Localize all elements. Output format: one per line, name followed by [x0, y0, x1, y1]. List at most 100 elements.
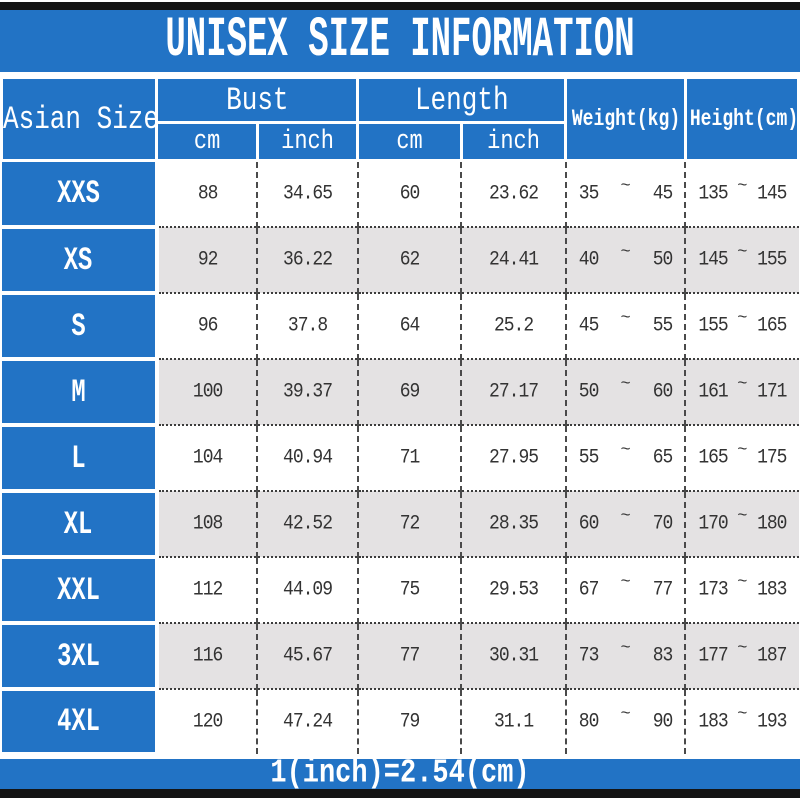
tilde-glyph: ~ — [620, 176, 631, 196]
height-range-cell: 173 ~183 — [684, 556, 799, 623]
tilde-glyph: ~ — [737, 374, 748, 394]
length-cm-cell: 69 — [356, 358, 462, 425]
weight-range-cell: 45 ~55 — [564, 292, 686, 359]
bust-inch-cell: 36.22 — [256, 226, 358, 293]
conversion-note-band: 1(inch)=2.54(cm) — [0, 755, 800, 793]
tilde-glyph: ~ — [737, 704, 748, 724]
header-weight: Weight(kg) — [564, 76, 687, 162]
length-inch-cell: 25.2 — [460, 292, 566, 359]
tilde-glyph: ~ — [737, 308, 748, 328]
tilde-glyph: ~ — [737, 638, 748, 658]
header-bust-cm: cm — [155, 121, 259, 162]
size-cell: 3XL — [1, 621, 159, 691]
header-row-units: cm inch cm inch — [2, 121, 799, 162]
size-cell: M — [1, 357, 159, 427]
tilde-glyph: ~ — [620, 572, 631, 592]
length-cm-cell: 62 — [356, 226, 462, 293]
length-cm-cell: 64 — [356, 292, 462, 359]
length-inch-cell: 23.62 — [460, 160, 566, 227]
bust-cm-cell: 116 — [156, 622, 258, 689]
size-table: Asian Size Bust Length Weight(kg) Height… — [0, 76, 800, 756]
tilde-glyph: ~ — [620, 308, 631, 328]
length-cm-cell: 77 — [356, 622, 462, 689]
bust-cm-cell: 120 — [156, 688, 258, 754]
length-inch-cell: 29.53 — [460, 556, 566, 623]
header-length-cm: cm — [356, 121, 463, 162]
table-row-xl: XL 108 42.52 72 28.35 60 ~70 170 ~180 — [1, 489, 799, 559]
header-bust: Bust — [155, 76, 360, 124]
tilde-glyph: ~ — [620, 506, 631, 526]
header-row-groups: Asian Size Bust Length Weight(kg) Height… — [0, 76, 800, 162]
size-cell: XS — [1, 225, 159, 295]
size-cell: S — [1, 291, 159, 361]
tilde-glyph: ~ — [620, 704, 631, 724]
bust-cm-cell: 88 — [156, 160, 258, 227]
tilde-glyph: ~ — [620, 374, 631, 394]
bust-inch-cell: 44.09 — [256, 556, 358, 623]
tilde-glyph: ~ — [620, 440, 631, 460]
weight-range-cell: 55 ~65 — [564, 424, 686, 491]
conversion-note: 1(inch)=2.54(cm) — [270, 755, 530, 793]
bust-cm-cell: 100 — [156, 358, 258, 425]
weight-range-cell: 35 ~45 — [564, 160, 686, 227]
table-row-l: L 104 40.94 71 27.95 55 ~65 165 ~175 — [1, 423, 799, 493]
bottom-edge — [0, 798, 800, 800]
height-range-cell: 183 ~193 — [684, 688, 799, 754]
bust-cm-cell: 108 — [156, 490, 258, 557]
size-cell: XXL — [1, 555, 159, 625]
length-cm-cell: 79 — [356, 688, 462, 754]
table-row-xxl: XXL 112 44.09 75 29.53 67 ~77 173 ~183 — [1, 555, 799, 625]
weight-range-cell: 60 ~70 — [564, 490, 686, 557]
length-inch-cell: 31.1 — [460, 688, 566, 754]
table-row-m: M 100 39.37 69 27.17 50 ~60 161 ~171 — [1, 357, 799, 427]
top-edge — [0, 0, 800, 2]
bust-inch-cell: 39.37 — [256, 358, 358, 425]
bust-inch-cell: 45.67 — [256, 622, 358, 689]
tilde-glyph: ~ — [737, 506, 748, 526]
length-cm-cell: 75 — [356, 556, 462, 623]
bust-cm-cell: 96 — [156, 292, 258, 359]
bust-cm-cell: 104 — [156, 424, 258, 491]
table-row-xxs: XXS 88 34.65 60 23.62 35 ~45 135 ~145 — [1, 160, 799, 229]
table-row-3xl: 3XL 116 45.67 77 30.31 73 ~83 177 ~187 — [1, 621, 799, 691]
height-range-cell: 161 ~171 — [684, 358, 799, 425]
length-inch-cell: 27.17 — [460, 358, 566, 425]
size-cell: L — [1, 423, 159, 493]
top-black-bar — [0, 2, 800, 10]
height-range-cell: 155 ~165 — [684, 292, 799, 359]
title-band: UNISEX SIZE INFORMATION — [0, 9, 800, 76]
size-cell: 4XL — [1, 687, 159, 756]
length-cm-cell: 60 — [356, 160, 462, 227]
bust-inch-cell: 34.65 — [256, 160, 358, 227]
table-row-4xl: 4XL 120 47.24 79 31.1 80 ~90 183 ~193 — [1, 687, 799, 756]
length-inch-cell: 28.35 — [460, 490, 566, 557]
weight-range-cell: 80 ~90 — [564, 688, 686, 754]
length-inch-cell: 24.41 — [460, 226, 566, 293]
header-asian-size: Asian Size — [0, 76, 159, 162]
header-length-inch: inch — [459, 121, 568, 162]
bottom-black-bar — [0, 789, 800, 798]
height-range-cell: 165 ~175 — [684, 424, 799, 491]
bust-inch-cell: 40.94 — [256, 424, 358, 491]
header-height: Height(cm) — [683, 76, 800, 162]
bust-cm-cell: 92 — [156, 226, 258, 293]
tilde-glyph: ~ — [737, 242, 748, 262]
weight-range-cell: 40 ~50 — [564, 226, 686, 293]
weight-range-cell: 50 ~60 — [564, 358, 686, 425]
weight-range-cell: 67 ~77 — [564, 556, 686, 623]
table-row-xs: XS 92 36.22 62 24.41 40 ~50 145 ~155 — [1, 225, 799, 295]
length-cm-cell: 72 — [356, 490, 462, 557]
page-title: UNISEX SIZE INFORMATION — [165, 9, 635, 73]
bust-inch-cell: 37.8 — [256, 292, 358, 359]
height-range-cell: 145 ~155 — [684, 226, 799, 293]
height-range-cell: 135 ~145 — [684, 160, 799, 227]
bust-inch-cell: 42.52 — [256, 490, 358, 557]
length-cm-cell: 71 — [356, 424, 462, 491]
size-cell: XL — [1, 489, 159, 559]
bust-cm-cell: 112 — [156, 556, 258, 623]
height-range-cell: 170 ~180 — [684, 490, 799, 557]
length-inch-cell: 30.31 — [460, 622, 566, 689]
height-range-cell: 177 ~187 — [684, 622, 799, 689]
header-bust-inch: inch — [255, 121, 360, 162]
